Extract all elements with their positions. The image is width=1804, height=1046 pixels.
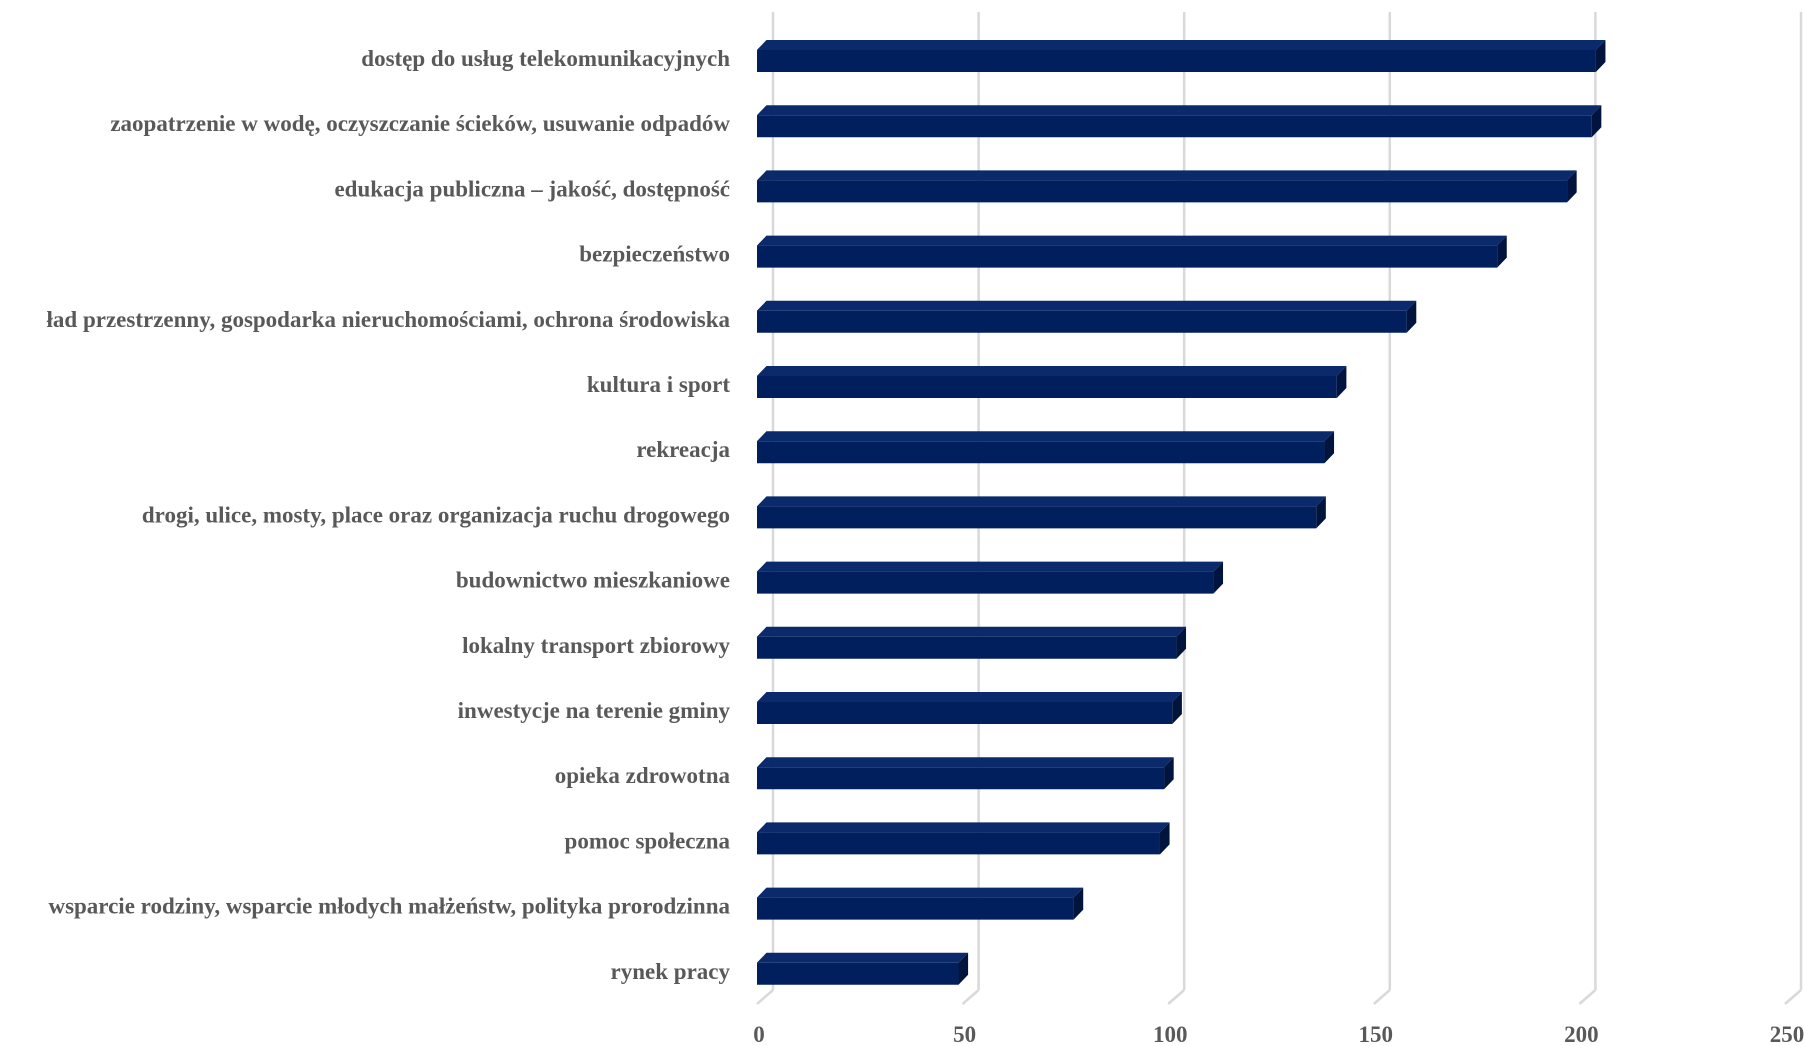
x-tick-label: 150 <box>1359 1022 1394 1046</box>
category-label: kultura i sport <box>587 372 730 397</box>
x-tick-label: 200 <box>1564 1022 1599 1046</box>
category-label: inwestycje na terenie gminy <box>458 698 731 723</box>
bar <box>757 757 1174 790</box>
category-label: dostęp do usług telekomunikacyjnych <box>361 46 730 71</box>
category-label: budownictwo mieszkaniowe <box>456 568 730 593</box>
bar <box>757 822 1170 855</box>
bar <box>757 235 1507 268</box>
bar <box>757 300 1417 333</box>
bars <box>757 40 1606 985</box>
bar <box>757 170 1577 203</box>
gridline-floor <box>961 989 980 1005</box>
category-label: wsparcie rodziny, wsparcie młodych małże… <box>48 894 730 919</box>
bar <box>757 431 1335 464</box>
category-label: zaopatrzenie w wodę, oczyszczanie ściekó… <box>110 111 730 136</box>
bar <box>757 952 969 985</box>
x-tick-label: 0 <box>753 1022 765 1046</box>
category-label: bezpieczeństwo <box>579 242 730 267</box>
x-tick-label: 250 <box>1770 1022 1804 1046</box>
bar <box>757 887 1084 920</box>
category-label: ład przestrzenny, gospodarka nieruchomoś… <box>47 307 731 332</box>
bar <box>757 496 1326 529</box>
bar <box>757 692 1182 724</box>
bar <box>757 626 1187 659</box>
category-label: rekreacja <box>636 437 730 462</box>
category-label: drogi, ulice, mosty, place oraz organiza… <box>142 502 730 527</box>
x-tick-label: 50 <box>953 1022 976 1046</box>
bar <box>757 105 1602 138</box>
x-axis-tick-labels: 0 50 100 150 200 250 <box>753 1022 1804 1046</box>
category-labels: dostęp do usług telekomunikacyjnych zaopa… <box>47 46 731 984</box>
bar <box>757 561 1224 594</box>
x-tick-label: 100 <box>1153 1022 1188 1046</box>
category-label: pomoc społeczna <box>565 828 731 853</box>
gridline-floor <box>756 989 774 1005</box>
bar <box>757 366 1347 398</box>
category-label: lokalny transport zbiorowy <box>462 633 730 658</box>
gridline-floor <box>1167 989 1186 1005</box>
gridline-floor <box>1784 989 1802 1005</box>
gridline-floor <box>1578 989 1597 1005</box>
bar <box>757 40 1606 72</box>
gridline-floor <box>1372 989 1391 1005</box>
category-label: opieka zdrowotna <box>555 763 731 788</box>
category-label: edukacja publiczna – jakość, dostępność <box>334 176 730 201</box>
category-label: rynek pracy <box>611 959 731 984</box>
